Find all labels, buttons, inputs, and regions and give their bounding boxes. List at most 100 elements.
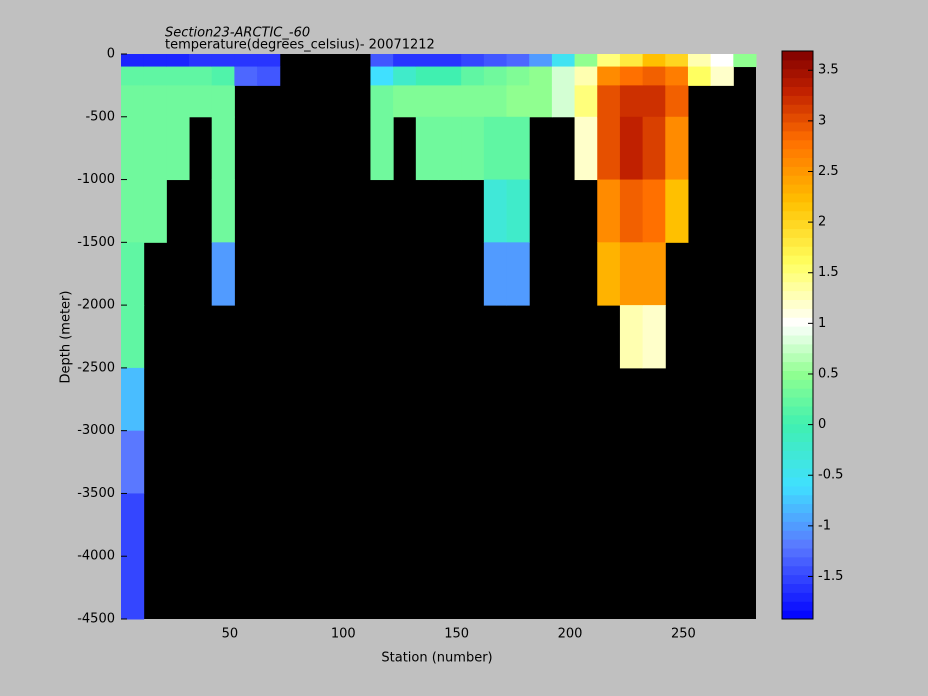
- heat-cell: [415, 54, 439, 68]
- heat-cell: [597, 54, 621, 68]
- heat-cell: [393, 54, 417, 68]
- colorbar-frame: [781, 50, 814, 620]
- colorbar-strip: [782, 290, 813, 300]
- heat-cell: [166, 116, 190, 181]
- heat-cell: [121, 430, 145, 494]
- heat-cell: [121, 305, 145, 369]
- colorbar-strip: [782, 414, 813, 425]
- y-tick-label: 0: [107, 47, 115, 62]
- colorbar-strip: [782, 264, 813, 274]
- heat-cell: [415, 116, 439, 181]
- colorbar-strip: [782, 432, 813, 442]
- colorbar-strip: [782, 210, 813, 221]
- colorbar-strip: [782, 166, 813, 176]
- heat-cell: [211, 179, 235, 243]
- heat-cell: [506, 116, 530, 181]
- heat-cell: [529, 85, 553, 118]
- colorbar-strip: [782, 193, 813, 203]
- colorbar-strip: [782, 397, 813, 407]
- heat-cell: [370, 116, 394, 181]
- colorbar-strip: [782, 281, 813, 292]
- colorbar-strip: [782, 95, 813, 105]
- y-tick-label: -1000: [77, 172, 115, 187]
- y-tick-label: -1500: [77, 235, 115, 250]
- heat-cell: [597, 66, 621, 86]
- heat-cell: [189, 85, 213, 118]
- colorbar-strip: [782, 503, 813, 513]
- colorbar-strip: [782, 477, 813, 487]
- heat-cell: [211, 66, 235, 86]
- colorbar-strip: [782, 530, 813, 540]
- colorbar-strip: [782, 565, 813, 576]
- colorbar-strip: [782, 574, 813, 584]
- heat-cell: [642, 305, 666, 369]
- colorbar-tick-label: 1.5: [818, 265, 839, 280]
- heat-cell: [619, 66, 644, 86]
- heat-cell: [257, 66, 281, 86]
- heat-cell: [211, 85, 235, 118]
- heat-cell: [619, 54, 644, 68]
- heat-cell: [393, 85, 417, 118]
- colorbar-tick-label: -1.5: [818, 569, 843, 584]
- colorbar-strip: [782, 308, 813, 318]
- colorbar-strip: [782, 361, 813, 371]
- colorbar-strip: [782, 122, 813, 132]
- heat-cell: [166, 54, 190, 68]
- heat-cell: [483, 54, 508, 68]
- heat-cell: [257, 54, 281, 68]
- heat-cell: [665, 85, 689, 118]
- colorbar-strip: [782, 601, 813, 611]
- colorbar-tick-label: -0.5: [818, 468, 843, 483]
- heat-cell: [143, 116, 167, 181]
- heat-cell: [574, 116, 598, 181]
- colorbar-strip: [782, 388, 813, 398]
- chart-subtitle: temperature(degrees_celsius)- 20071212: [165, 38, 435, 53]
- heat-cell: [551, 85, 576, 118]
- colorbar-tick-label: -1: [818, 518, 831, 533]
- heat-cell: [211, 54, 235, 68]
- heat-cell: [121, 85, 145, 118]
- heat-cell: [642, 54, 666, 68]
- heat-cell: [506, 66, 530, 86]
- heat-cell: [551, 54, 576, 68]
- colorbar-strip: [782, 77, 813, 87]
- heat-cell: [438, 85, 462, 118]
- colorbar-tick-label: 3: [818, 113, 826, 128]
- colorbar-strip: [782, 68, 813, 79]
- heat-cell: [121, 242, 145, 306]
- colorbar-strip: [782, 459, 813, 469]
- heat-cell: [483, 179, 508, 243]
- colorbar-tick-label: 0: [818, 417, 826, 432]
- colorbar-strip: [782, 352, 813, 363]
- heat-cell: [733, 54, 757, 68]
- colorbar-strip: [782, 113, 813, 123]
- heat-cell: [619, 305, 644, 369]
- heat-cell: [574, 54, 598, 68]
- colorbar-strip: [782, 548, 813, 558]
- colorbar-strip: [782, 157, 813, 167]
- heat-cell: [143, 85, 167, 118]
- heat-cell: [619, 85, 644, 118]
- heat-cell: [506, 85, 530, 118]
- colorbar-strip: [782, 201, 813, 212]
- colorbar-tick-label: 0.5: [818, 366, 839, 381]
- x-tick-label: 200: [558, 627, 583, 642]
- heat-cell: [370, 85, 394, 118]
- colorbar-strip: [782, 450, 813, 460]
- heat-cell: [574, 85, 598, 118]
- colorbar-strip: [782, 317, 813, 327]
- colorbar-strip: [782, 255, 813, 265]
- heat-cell: [642, 242, 666, 306]
- heat-cell: [415, 66, 439, 86]
- colorbar-strip: [782, 219, 813, 229]
- y-tick-label: -2000: [77, 298, 115, 313]
- heat-cell: [687, 54, 712, 68]
- heat-cell: [619, 242, 644, 306]
- heat-cell: [483, 242, 508, 306]
- heat-cell: [597, 85, 621, 118]
- colorbar-strip: [782, 228, 813, 238]
- heat-cell: [234, 66, 258, 86]
- colorbar-strip: [782, 237, 813, 247]
- heat-cell: [461, 116, 485, 181]
- heat-cell: [461, 54, 485, 68]
